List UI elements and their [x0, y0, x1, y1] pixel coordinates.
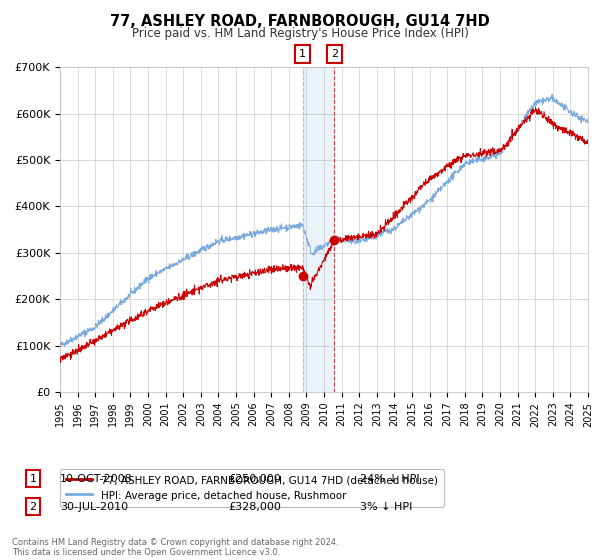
Text: 10-OCT-2008: 10-OCT-2008: [60, 474, 133, 484]
Text: Price paid vs. HM Land Registry's House Price Index (HPI): Price paid vs. HM Land Registry's House …: [131, 27, 469, 40]
Text: 2: 2: [331, 49, 338, 59]
Text: £250,000: £250,000: [228, 474, 281, 484]
Text: 2: 2: [29, 502, 37, 512]
Text: Contains HM Land Registry data © Crown copyright and database right 2024.
This d: Contains HM Land Registry data © Crown c…: [12, 538, 338, 557]
Text: £328,000: £328,000: [228, 502, 281, 512]
Legend: 77, ASHLEY ROAD, FARNBOROUGH, GU14 7HD (detached house), HPI: Average price, det: 77, ASHLEY ROAD, FARNBOROUGH, GU14 7HD (…: [60, 469, 444, 507]
Bar: [302, 67, 334, 392]
Text: 24% ↓ HPI: 24% ↓ HPI: [360, 474, 419, 484]
Text: 77, ASHLEY ROAD, FARNBOROUGH, GU14 7HD: 77, ASHLEY ROAD, FARNBOROUGH, GU14 7HD: [110, 14, 490, 29]
Text: 30-JUL-2010: 30-JUL-2010: [60, 502, 128, 512]
Text: 1: 1: [299, 49, 306, 59]
Text: 3% ↓ HPI: 3% ↓ HPI: [360, 502, 412, 512]
Text: 1: 1: [29, 474, 37, 484]
